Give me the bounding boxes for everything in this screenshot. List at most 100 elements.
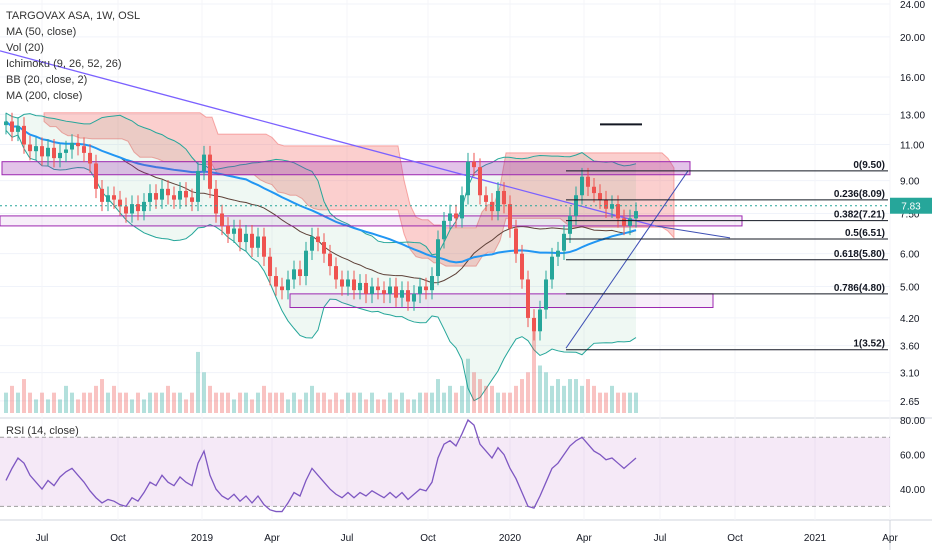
volume-bar [100, 379, 104, 413]
volume-bar [628, 392, 632, 413]
volume-bar [430, 392, 434, 413]
volume-bar [238, 392, 242, 413]
volume-bar [304, 392, 308, 413]
volume-bar [358, 392, 362, 413]
candle-body [460, 195, 464, 219]
candle-body [298, 269, 302, 277]
volume-bar [130, 399, 134, 413]
candle-body [130, 204, 134, 214]
volume-bar [352, 392, 356, 413]
candle-body [274, 276, 278, 287]
volume-bar [22, 379, 26, 413]
candle-body [148, 193, 152, 202]
price-tick-label: 9.00 [900, 177, 920, 188]
volume-bar [334, 392, 338, 413]
time-tick-label: Oct [727, 533, 743, 544]
rsi-tick-label: 40.00 [900, 485, 925, 496]
candle-body [502, 190, 506, 205]
current-price-tag [890, 197, 932, 214]
candle-body [10, 121, 14, 132]
volume-bar [4, 392, 8, 413]
candle-body [628, 218, 632, 226]
time-tick-label: 2021 [804, 533, 827, 544]
volume-bar [190, 392, 194, 413]
volume-bar [442, 392, 446, 413]
candle-body [340, 279, 344, 287]
fib-level-label: 0.5(6.51) [845, 228, 885, 239]
candle-body [406, 290, 410, 302]
volume-bar [472, 372, 476, 413]
price-tick-label: 4.20 [900, 314, 920, 325]
volume-bar [256, 392, 260, 413]
price-tick-label: 2.65 [900, 397, 920, 408]
candle-body [598, 193, 602, 200]
candle-body [376, 286, 380, 291]
candle-body [586, 176, 590, 187]
candle-body [400, 290, 404, 298]
legend-ma200: MA (200, close) [6, 90, 83, 102]
volume-bar [28, 392, 32, 413]
volume-bar [166, 385, 170, 413]
candle-body [424, 286, 428, 291]
price-tick-label: 16.00 [900, 73, 925, 84]
time-tick-label: 2020 [499, 533, 522, 544]
volume-bar [172, 392, 176, 413]
volume-bar [346, 392, 350, 413]
volume-bar [250, 399, 254, 413]
candle-body [166, 188, 170, 196]
volume-bar [580, 385, 584, 413]
candle-body [556, 250, 560, 257]
volume-bar [634, 392, 638, 413]
volume-bar [34, 399, 38, 413]
volume-bar [538, 365, 542, 413]
time-tick-label: Jul [36, 533, 49, 544]
fib-level-label: 0.236(8.09) [834, 189, 885, 200]
volume-bar [148, 392, 152, 413]
candle-body [472, 161, 476, 168]
candle-body [76, 142, 80, 147]
candle-body [28, 144, 32, 152]
volume-bar [316, 392, 320, 413]
volume-bar [592, 385, 596, 413]
volume-bar [88, 392, 92, 413]
price-tick-label: 11.00 [900, 141, 925, 152]
symbol-title: TARGOVAX ASA, 1W, OSL [6, 10, 141, 22]
candle-body [412, 293, 416, 302]
candle-body [256, 236, 260, 248]
volume-bar [298, 399, 302, 413]
candle-body [604, 199, 608, 209]
candle-body [448, 213, 452, 221]
candle-body [634, 211, 638, 219]
candle-body [118, 199, 122, 207]
time-tick-label: Oct [110, 533, 126, 544]
volume-bar [370, 392, 374, 413]
price-tick-label: 5.00 [900, 283, 920, 294]
current-price-label: 7.83 [901, 202, 921, 213]
volume-bar [46, 399, 50, 413]
volume-bar [574, 379, 578, 413]
candle-body [100, 188, 104, 202]
candle-body [94, 163, 98, 189]
candle-body [352, 279, 356, 291]
candle-body [136, 204, 140, 212]
candle-body [52, 147, 56, 159]
volume-bar [184, 399, 188, 413]
candle-body [262, 236, 266, 257]
volume-bar [406, 399, 410, 413]
rsi-legend: RSI (14, close) [6, 425, 79, 437]
volume-bar [226, 392, 230, 413]
volume-bar [400, 392, 404, 413]
volume-bar [610, 385, 614, 413]
candle-body [142, 201, 146, 212]
candle-body [430, 276, 434, 291]
volume-bar [496, 392, 500, 413]
fib-level-label: 0(9.50) [853, 160, 885, 171]
candle-body [388, 286, 392, 294]
time-tick-label: Jul [341, 533, 354, 544]
volume-bar [82, 392, 86, 413]
volume-bar [454, 392, 458, 413]
candle-body [220, 213, 224, 226]
time-tick-label: Apr [264, 533, 280, 544]
